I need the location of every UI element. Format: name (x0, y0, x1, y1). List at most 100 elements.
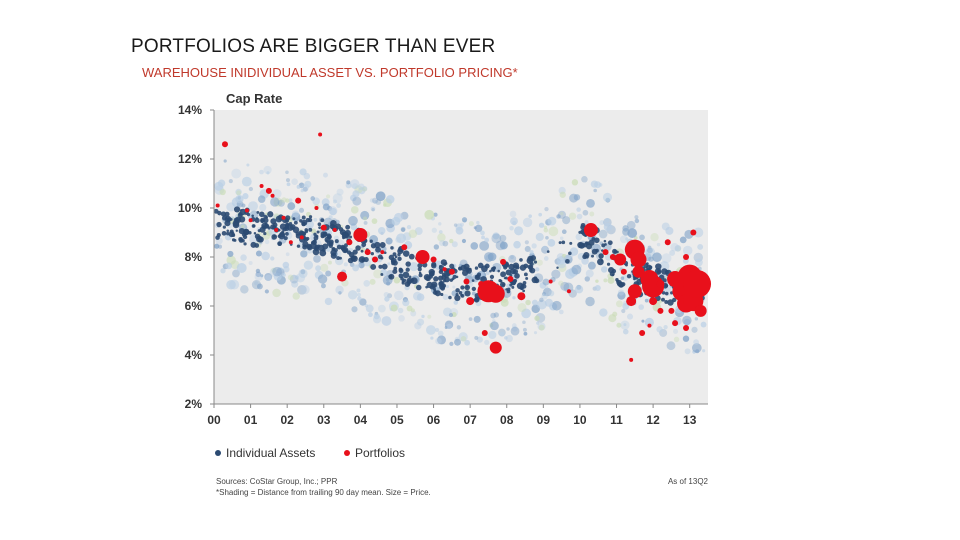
shading-dot (363, 280, 371, 287)
y-tick-label: 8% (185, 250, 203, 264)
portfolio-dot (274, 228, 279, 233)
individual-asset-dot (320, 231, 327, 238)
shading-dot (329, 207, 337, 216)
shading-dot (571, 264, 582, 275)
portfolio-dot (566, 289, 571, 294)
individual-asset-dot (617, 281, 623, 287)
shading-dot (535, 232, 544, 242)
individual-asset-dot (505, 269, 512, 276)
shading-dot (460, 336, 467, 342)
shading-dot (627, 228, 638, 238)
shading-dot (476, 220, 480, 225)
individual-asset-dot (664, 291, 669, 296)
shading-dot (385, 237, 393, 245)
individual-asset-dot (464, 290, 471, 297)
individual-asset-dot (522, 281, 527, 285)
individual-asset-dot (432, 290, 438, 295)
individual-asset-dot (477, 272, 482, 277)
shading-dot (600, 266, 608, 273)
shading-dot (626, 220, 636, 230)
shading-dot (442, 294, 449, 300)
shading-dot (581, 176, 588, 183)
individual-asset-dot (473, 297, 480, 303)
individual-asset-dot (471, 279, 475, 282)
shading-dot (261, 251, 270, 261)
shading-dot (254, 281, 259, 286)
shading-dot (539, 297, 544, 303)
portfolio-dot (690, 229, 697, 236)
shading-dot (641, 319, 645, 323)
shading-dot (246, 163, 250, 167)
individual-asset-dot (664, 270, 669, 274)
individual-asset-dot (410, 277, 418, 285)
shading-dot (558, 280, 564, 286)
shading-dot (328, 260, 332, 265)
individual-asset-dot (607, 240, 613, 246)
shading-dot (505, 334, 513, 343)
shading-dot (291, 178, 298, 186)
individual-asset-dot (504, 263, 510, 268)
shading-dot (219, 188, 226, 196)
shading-dot (538, 212, 543, 217)
individual-asset-dot (338, 227, 344, 232)
as-of-note: As of 13Q2 (668, 477, 709, 486)
shading-dot (559, 191, 566, 198)
shading-dot (449, 238, 454, 244)
shading-dot (315, 265, 322, 272)
individual-asset-dot (661, 291, 666, 295)
individual-asset-dot (580, 222, 586, 228)
individual-asset-dot (344, 243, 348, 248)
shading-dot (589, 211, 595, 217)
portfolio-dot (281, 215, 286, 220)
individual-asset-dot (438, 264, 442, 268)
shading-dot (372, 197, 379, 204)
individual-asset-dot (222, 225, 226, 229)
shading-dot (525, 299, 531, 306)
shading-dot (228, 179, 233, 184)
portfolio-dot (401, 244, 408, 251)
shading-dot (604, 253, 612, 261)
individual-asset-dot (613, 250, 618, 254)
shading-dot (390, 304, 398, 312)
shading-dot (510, 326, 520, 336)
portfolio-dot (683, 254, 690, 260)
portfolio-dot (620, 268, 627, 275)
shading-dot (656, 242, 661, 247)
individual-asset-dot (603, 239, 607, 243)
shading-dot (410, 308, 415, 313)
individual-asset-dot (425, 275, 431, 282)
individual-asset-dot (235, 229, 238, 232)
shading-dot (599, 308, 608, 317)
individual-asset-dot (281, 230, 285, 234)
shading-dot (352, 183, 358, 190)
shading-dot (547, 239, 556, 247)
individual-asset-dot (242, 228, 250, 236)
individual-asset-dot (556, 266, 559, 269)
individual-asset-dot (569, 241, 573, 245)
shading-dot (356, 288, 361, 293)
shading-dot (584, 220, 589, 225)
shading-dot (433, 244, 440, 250)
individual-asset-dot (498, 278, 502, 283)
shading-dot (529, 250, 534, 255)
shading-dot (266, 171, 270, 175)
individual-asset-dot (370, 264, 377, 270)
shading-dot (509, 210, 517, 218)
portfolio-dot (288, 240, 293, 245)
individual-asset-dot (511, 285, 515, 289)
individual-asset-dot (310, 242, 317, 250)
shading-dot (285, 198, 290, 203)
individual-asset-dot (593, 237, 600, 244)
shading-dot (522, 320, 526, 325)
individual-asset-dot (317, 222, 322, 227)
individual-asset-dot (232, 221, 240, 229)
shading-dot (241, 176, 252, 187)
portfolio-dot (466, 297, 475, 306)
individual-asset-dot (533, 260, 538, 264)
shading-dot (585, 269, 594, 278)
shading-dot (303, 260, 314, 270)
shading-dot (490, 312, 497, 319)
shading-dot (568, 212, 577, 220)
portfolio-dot (430, 256, 437, 263)
shading-dot (468, 221, 474, 227)
